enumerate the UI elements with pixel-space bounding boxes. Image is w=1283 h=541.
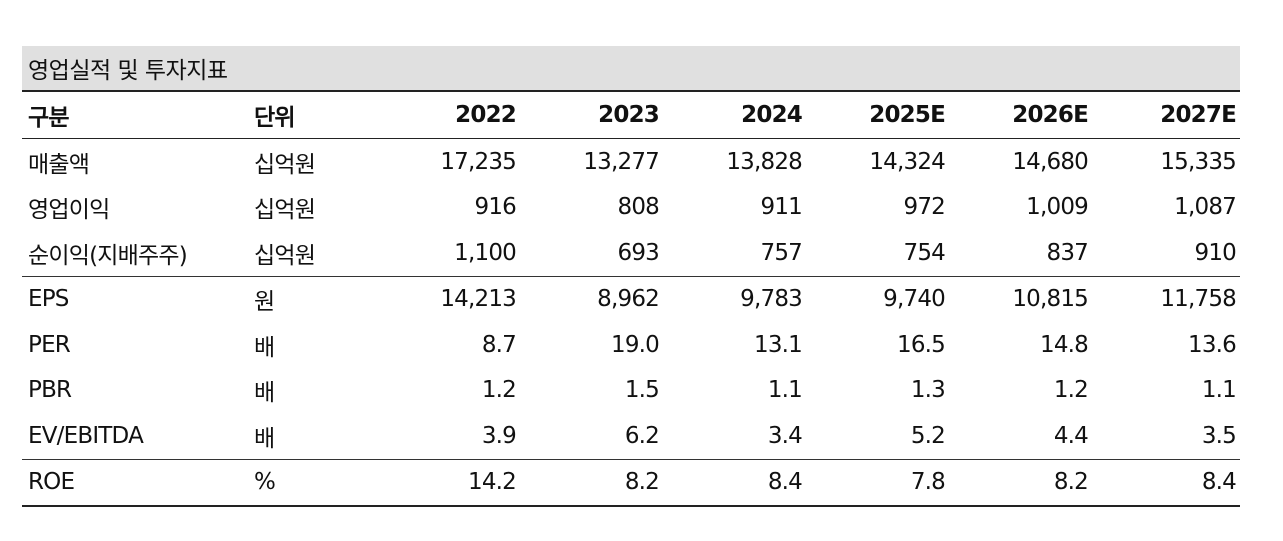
row-value: 3.5	[1201, 422, 1237, 449]
row-value: 1.2	[1053, 377, 1089, 404]
row-value: 13.6	[1187, 331, 1237, 358]
table-row: 순이익(지배주주) 십억원 1,100 693 757 754 837 910	[22, 230, 1240, 276]
row-unit: 배	[254, 380, 275, 407]
table-title: 영업실적 및 투자지표	[22, 46, 1240, 92]
row-value: 1.1	[767, 377, 803, 404]
row-value: 15,335	[1160, 148, 1236, 175]
row-label: PER	[28, 331, 71, 358]
row-value: 1,009	[1026, 194, 1089, 221]
header-year: 2024	[741, 102, 803, 128]
row-unit: 십억원	[254, 242, 316, 269]
row-value: 3.9	[481, 422, 517, 449]
row-value: 5.2	[910, 422, 946, 449]
table-row: 영업이익 십억원 916 808 911 972 1,009 1,087	[22, 185, 1240, 231]
row-unit: 십억원	[254, 197, 316, 224]
row-value: 972	[903, 194, 946, 221]
row-value: 1,087	[1174, 194, 1237, 221]
row-value: 1.5	[624, 377, 660, 404]
row-unit: 배	[254, 334, 275, 361]
row-label: EPS	[28, 286, 69, 313]
row-value: 14.2	[467, 469, 517, 496]
row-value: 693	[617, 239, 660, 266]
row-value: 757	[760, 239, 803, 266]
header-year: 2023	[598, 102, 660, 128]
header-unit: 단위	[254, 105, 296, 131]
header-year: 2025E	[869, 102, 946, 128]
row-value: 14,680	[1012, 148, 1088, 175]
row-value: 13,828	[726, 148, 802, 175]
row-value: 910	[1194, 239, 1237, 266]
row-value: 4.4	[1053, 422, 1089, 449]
row-label: 순이익(지배주주)	[28, 242, 188, 269]
row-value: 8.2	[624, 469, 660, 496]
row-value: 6.2	[624, 422, 660, 449]
row-value: 808	[617, 194, 660, 221]
row-value: 14.8	[1039, 331, 1089, 358]
row-label: 매출액	[28, 151, 90, 178]
row-value: 8,962	[597, 286, 660, 313]
row-value: 837	[1046, 239, 1089, 266]
row-value: 8.2	[1053, 469, 1089, 496]
row-value: 7.8	[910, 469, 946, 496]
row-label: ROE	[28, 469, 75, 496]
row-value: 17,235	[440, 148, 516, 175]
row-value: 1.3	[910, 377, 946, 404]
row-unit: 십억원	[254, 151, 316, 178]
financial-table: 구분 단위 2022 2023 2024 2025E 2026E 2027E 매…	[22, 92, 1240, 507]
table-row: 매출액 십억원 17,235 13,277 13,828 14,324 14,6…	[22, 139, 1240, 185]
row-value: 754	[903, 239, 946, 266]
row-value: 8.4	[767, 469, 803, 496]
row-unit: 원	[254, 289, 275, 316]
row-value: 19.0	[610, 331, 660, 358]
header-label: 구분	[28, 105, 70, 131]
header-year: 2022	[455, 102, 517, 128]
header-year: 2027E	[1160, 102, 1237, 128]
table-row: PER 배 8.7 19.0 13.1 16.5 14.8 13.6	[22, 322, 1240, 368]
row-label: 영업이익	[28, 197, 110, 224]
row-value: 916	[474, 194, 517, 221]
row-value: 911	[760, 194, 803, 221]
table-row: PBR 배 1.2 1.5 1.1 1.3 1.2 1.1	[22, 368, 1240, 414]
row-value: 1,100	[454, 239, 517, 266]
header-year: 2026E	[1012, 102, 1089, 128]
table-row: EV/EBITDA 배 3.9 6.2 3.4 5.2 4.4 3.5	[22, 413, 1240, 459]
row-value: 11,758	[1160, 286, 1236, 313]
row-value: 14,324	[869, 148, 945, 175]
financial-summary: 영업실적 및 투자지표 구분 단위 2022 2023 2024 2025E 2…	[22, 46, 1240, 507]
row-unit: %	[254, 469, 276, 496]
row-value: 9,740	[883, 286, 946, 313]
row-value: 14,213	[440, 286, 516, 313]
row-value: 8.4	[1201, 469, 1237, 496]
row-value: 9,783	[740, 286, 803, 313]
row-value: 1.1	[1201, 377, 1237, 404]
row-label: PBR	[28, 377, 72, 404]
row-value: 13,277	[583, 148, 659, 175]
row-label: EV/EBITDA	[28, 422, 144, 449]
row-value: 8.7	[481, 331, 517, 358]
row-value: 10,815	[1012, 286, 1088, 313]
row-value: 1.2	[481, 377, 517, 404]
table-row: ROE % 14.2 8.2 8.4 7.8 8.2 8.4	[22, 459, 1240, 506]
row-unit: 배	[254, 425, 275, 452]
table-row: EPS 원 14,213 8,962 9,783 9,740 10,815 11…	[22, 276, 1240, 322]
row-value: 13.1	[753, 331, 803, 358]
header-row: 구분 단위 2022 2023 2024 2025E 2026E 2027E	[22, 92, 1240, 139]
row-value: 3.4	[767, 422, 803, 449]
row-value: 16.5	[896, 331, 946, 358]
